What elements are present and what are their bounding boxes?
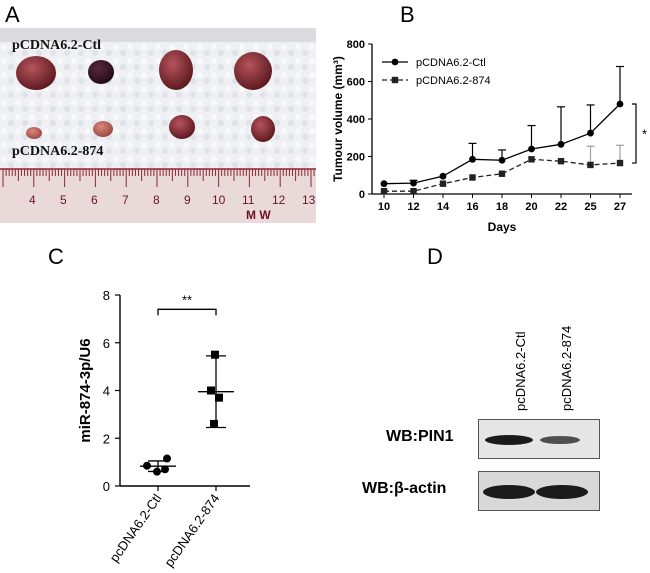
tumour-874-2 — [93, 121, 113, 137]
ruler-mark: M W — [246, 208, 271, 222]
x-tick-label: 20 — [525, 201, 537, 213]
lane-label-ctl: pcDNA6.2-Ctl — [513, 331, 528, 411]
x-tick-label: pcDNA6.2-874 — [161, 491, 222, 569]
significance-marker: * — [642, 127, 647, 142]
data-point — [616, 100, 624, 108]
photo-label-874: pCDNA6.2-874 — [12, 144, 104, 159]
x-tick-label: 25 — [584, 201, 596, 213]
y-axis-label: Tumour volume (mm³) — [331, 56, 345, 182]
data-point — [163, 454, 171, 463]
data-point — [439, 180, 447, 187]
tumour-874-1 — [26, 127, 42, 139]
data-point — [528, 156, 535, 163]
tumour-ctl-2 — [88, 60, 114, 84]
data-point — [380, 187, 388, 195]
x-tick-label: pcDNA6.2-Ctl — [107, 491, 165, 565]
y-tick-label: 2 — [103, 431, 110, 446]
x-tick-label: 18 — [496, 201, 508, 213]
band-actin-874 — [536, 485, 588, 499]
data-point — [439, 172, 447, 180]
mir-expression-chart: 0 2 4 6 8 miR-874-3p/U6 pcDNA6.2-CtlpcDNA6.2-8… — [77, 288, 250, 570]
data-point — [587, 161, 594, 169]
ruler-number: 8 — [153, 193, 160, 207]
panel-letter-d: D — [427, 244, 443, 269]
ruler-number: 6 — [91, 193, 98, 207]
data-point — [616, 159, 624, 167]
tumour-ctl-3 — [159, 50, 193, 90]
ruler-number: 11 — [242, 193, 255, 207]
data-point — [161, 465, 169, 474]
significance-bracket — [632, 103, 637, 164]
data-point — [153, 467, 161, 476]
ruler-number: 9 — [184, 193, 191, 207]
data-point — [557, 157, 565, 165]
data-point — [380, 180, 388, 188]
data-point — [143, 461, 151, 470]
y-tick-label: 800 — [347, 39, 365, 51]
y-tick-label: 6 — [103, 336, 110, 351]
legend-label: pCDNA6.2-874 — [416, 75, 491, 87]
y-tick-label: 0 — [359, 189, 365, 201]
blot-label-actin: WB:β-actin — [362, 480, 447, 497]
lane-label-874: pcDNA6.2-874 — [559, 325, 574, 411]
tumour-874-3 — [169, 115, 195, 139]
y-axis-label: miR-874-3p/U6 — [77, 338, 94, 442]
tumour-ctl-4 — [234, 52, 272, 90]
x-tick-label: 16 — [466, 201, 478, 213]
significance-bracket — [157, 308, 217, 316]
data-point — [211, 350, 219, 359]
y-tick-label: 4 — [103, 384, 110, 399]
x-tick-label: 14 — [437, 201, 450, 213]
legend-label: pCDNA6.2-Ctl — [416, 57, 486, 69]
band-pin1-874 — [540, 436, 580, 444]
data-point — [498, 170, 506, 177]
tumour-photo-drawing — [0, 28, 316, 223]
series-line — [384, 158, 621, 192]
x-axis-label: Days — [488, 220, 517, 234]
data-point — [215, 393, 223, 402]
x-tick-label: 10 — [378, 201, 390, 213]
ruler-number: 5 — [60, 193, 67, 207]
y-tick-label: 400 — [347, 114, 365, 126]
blot-label-pin1: WB:PIN1 — [386, 428, 454, 445]
ruler-number: 12 — [272, 193, 286, 207]
tumour-874-4 — [251, 116, 275, 142]
ruler-number: 7 — [122, 193, 129, 207]
band-pin1-ctl — [485, 435, 533, 445]
x-tick-label: 12 — [407, 201, 419, 213]
data-point — [410, 179, 417, 187]
data-point — [207, 386, 215, 395]
ruler — [0, 168, 316, 223]
x-tick-label: 22 — [555, 201, 567, 213]
data-point — [210, 419, 218, 428]
band-actin-ctl — [483, 485, 535, 499]
blot-strip-actin — [478, 471, 600, 511]
ruler-number: 13 — [302, 193, 316, 207]
x-tick-label: 27 — [614, 201, 626, 213]
tumour-photo: pCDNA6.2-Ctl pCDNA6.2-874 4 5 6 7 8 9 10… — [0, 28, 316, 223]
data-point — [528, 145, 535, 153]
y-tick-label: 8 — [103, 288, 110, 303]
panel-letter-c: C — [48, 244, 64, 269]
tumour-ctl-1 — [16, 56, 56, 90]
data-point — [469, 155, 476, 163]
panel-letter-b: B — [400, 2, 415, 27]
y-tick-label: 0 — [103, 479, 110, 494]
tumour-volume-chart: 0 200 400 600 800 10 12 14 16 18 20 22 25 27 Days Tumou… — [331, 39, 647, 234]
panel-letter-a: A — [5, 2, 20, 27]
legend-marker — [391, 58, 399, 66]
data-point — [410, 187, 417, 195]
significance-marker: ** — [182, 292, 192, 307]
legend-marker — [391, 76, 399, 84]
data-point — [469, 174, 476, 181]
ruler-number: 10 — [212, 193, 226, 207]
data-point — [587, 129, 594, 137]
y-tick-label: 200 — [347, 152, 365, 164]
blot-strip-pin1 — [478, 419, 600, 459]
y-tick-label: 600 — [347, 77, 365, 89]
data-point — [498, 156, 506, 164]
ruler-number: 4 — [29, 193, 36, 207]
data-point — [557, 140, 565, 148]
photo-label-ctl: pCDNA6.2-Ctl — [12, 38, 102, 53]
